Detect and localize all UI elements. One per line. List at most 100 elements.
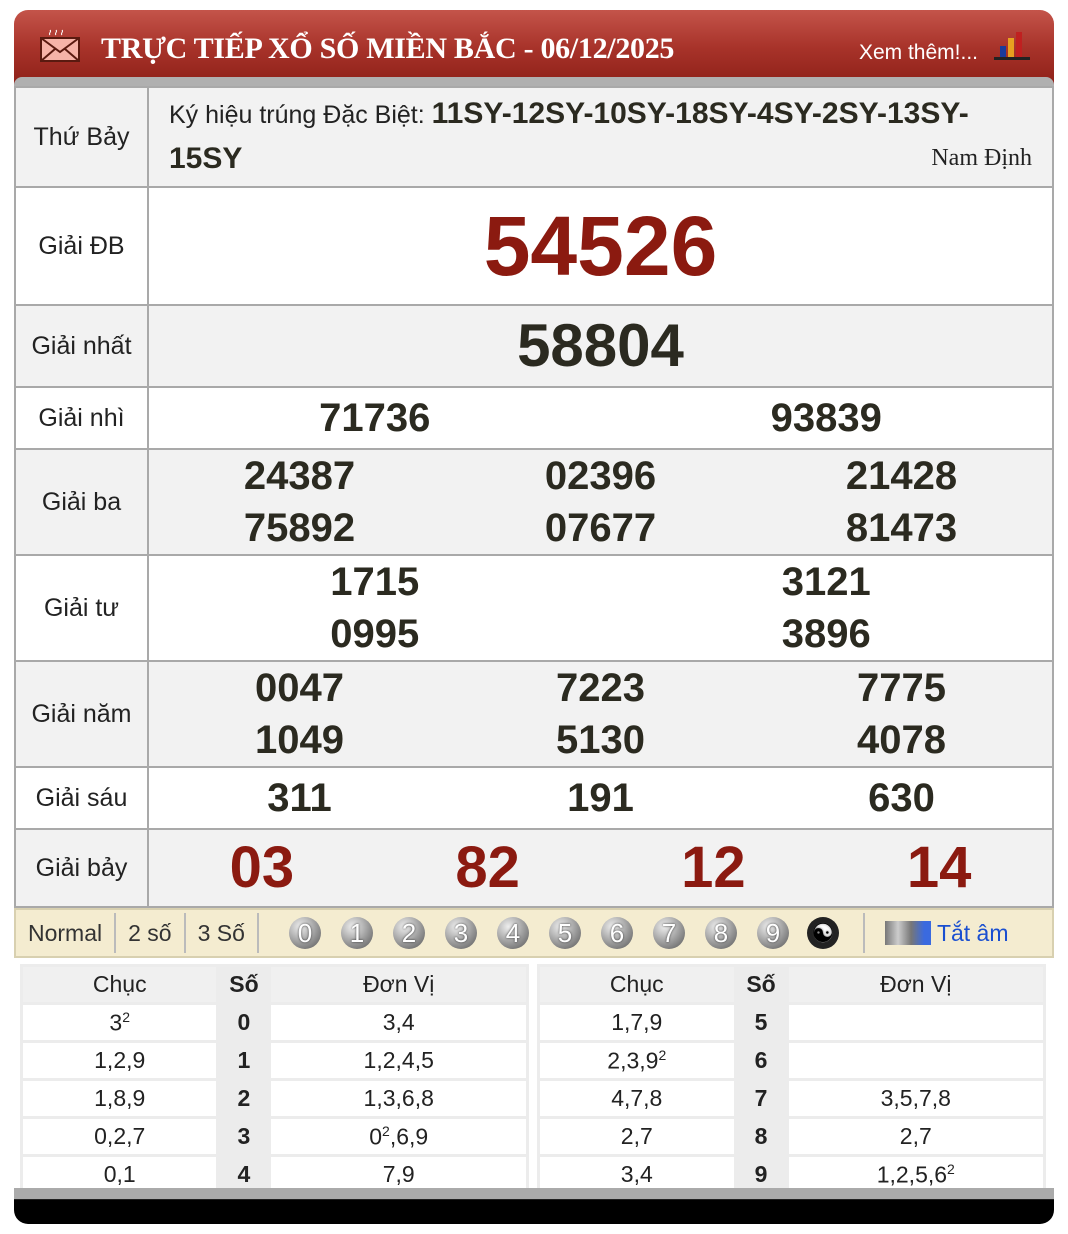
prize-number: 81473 <box>845 506 958 550</box>
special-codes: 11SY-12SY-10SY-18SY-4SY-2SY-13SY-15SY <box>169 97 969 175</box>
prize-number: 02396 <box>544 454 657 498</box>
tens-cell: 2,3,92 <box>537 1040 737 1081</box>
prize-label: Giải tư <box>14 554 149 662</box>
loto-row: 32 0 3,4 <box>19 1002 529 1043</box>
loto-header: Đơn Vị <box>268 964 529 1005</box>
digit-ball-9[interactable]: 9 <box>756 917 789 949</box>
prize-number: 5130 <box>556 718 645 762</box>
prize-number: 630 <box>868 776 935 820</box>
loto-row: 0,2,7 3 02,6,9 <box>19 1116 529 1157</box>
prize-row: Giải nhì 71736 93839 <box>14 386 1054 450</box>
tens-cell: 1,7,9 <box>537 1002 737 1043</box>
prize-label: Giải ba <box>14 448 149 556</box>
loto-table: Chục Số Đơn Vị 1,7,9 5 2,3,92 6 4,7,8 7 3,5,7,8 2,… <box>537 964 1047 1195</box>
digit-ball-7[interactable]: 7 <box>652 917 685 949</box>
speaker-icon[interactable] <box>884 921 931 945</box>
prize-number: 03 <box>229 835 295 900</box>
prize-label: Giải năm <box>14 660 149 768</box>
units-cell: 1,3,6,8 <box>268 1078 529 1119</box>
envelope-icon <box>40 29 80 62</box>
prize-number: 0995 <box>330 612 420 656</box>
digit-ball-2[interactable]: 2 <box>392 917 425 949</box>
loto-row: 1,2,9 1 1,2,4,5 <box>19 1040 529 1081</box>
loto-header: Số <box>216 964 272 1005</box>
loto-header: Chục <box>19 964 220 1005</box>
prize-number: 54526 <box>483 199 718 293</box>
prize-number: 82 <box>455 835 520 900</box>
prize-number: 191 <box>567 776 634 820</box>
bar-chart-icon[interactable] <box>992 30 1032 60</box>
digit-cell: 3 <box>216 1116 272 1157</box>
prize-number: 1049 <box>255 718 344 762</box>
digit-ball-8[interactable]: 8 <box>704 917 737 949</box>
page-title: TRỰC TIẾP XỔ SỐ MIỀN BẮC - 06/12/2025 <box>101 32 675 65</box>
loto-row: 1,7,9 5 <box>537 1002 1047 1043</box>
mute-button[interactable]: Tắt âm <box>936 919 1009 946</box>
footer-bar <box>14 1188 1054 1224</box>
loto-header: Đơn Vị <box>785 964 1047 1005</box>
digit-ball-4[interactable]: 4 <box>496 917 529 949</box>
prize-number: 3121 <box>781 560 871 604</box>
units-cell: 02,6,9 <box>268 1116 529 1157</box>
digit-cell: 2 <box>216 1078 272 1119</box>
digit-ball-3[interactable]: 3 <box>444 917 477 949</box>
loto-table: Chục Số Đơn Vị 32 0 3,4 1,2,9 1 1,2,4,5 1,8,9 2 1,3… <box>19 964 529 1195</box>
units-cell: 3,5,7,8 <box>785 1078 1047 1119</box>
prize-number: 71736 <box>319 396 431 440</box>
digit-cell: 8 <box>733 1116 789 1157</box>
prize-row: Giải nhất 58804 <box>14 304 1054 388</box>
digit-cell: 5 <box>733 1002 789 1043</box>
prize-row: Giải năm 0047 7223 7775 1049 5130 4078 <box>14 660 1054 768</box>
loto-tables: Chục Số Đơn Vị 32 0 3,4 1,2,9 1 1,2,4,5 1,8,9 2 1,3… <box>14 958 1054 1195</box>
prize-row: Giải sáu 311 191 630 <box>14 766 1054 830</box>
digit-ball-0[interactable]: 0 <box>288 917 321 949</box>
loto-row: 2,7 8 2,7 <box>537 1116 1047 1157</box>
prize-number: 93839 <box>770 396 882 440</box>
prize-number: 0047 <box>255 666 344 710</box>
province: Nam Định <box>931 145 1032 171</box>
digit-ball-1[interactable]: 1 <box>340 917 373 949</box>
digit-ball-6[interactable]: 6 <box>600 917 633 949</box>
prize-number: 12 <box>681 835 746 900</box>
day-label: Thứ Bảy <box>14 86 149 188</box>
prize-number: 3896 <box>781 612 871 656</box>
loto-header: Số <box>733 964 789 1005</box>
prize-number: 58804 <box>517 312 684 379</box>
loto-row: 1,8,9 2 1,3,6,8 <box>19 1078 529 1119</box>
units-cell <box>785 1002 1047 1043</box>
digit-cell: 1 <box>216 1040 272 1081</box>
loto-row: 2,3,92 6 <box>537 1040 1047 1081</box>
prize-row: Giải bảy 03 82 12 14 <box>14 828 1054 908</box>
tens-cell: 4,7,8 <box>537 1078 737 1119</box>
code-label: Ký hiệu trúng Đặc Biệt: <box>169 101 432 129</box>
prize-number: 7223 <box>556 666 645 710</box>
prize-number: 21428 <box>845 454 958 498</box>
prize-number: 311 <box>267 776 332 820</box>
tens-cell: 32 <box>19 1002 220 1043</box>
results-panel: TRỰC TIẾP XỔ SỐ MIỀN BẮC - 06/12/2025 Xe… <box>14 10 1054 1224</box>
mode-2-digits[interactable]: 2 số <box>116 913 186 953</box>
results-table: Thứ Bảy Ký hiệu trúng Đặc Biệt: 11SY-12S… <box>14 86 1054 908</box>
yin-yang-icon[interactable]: ☯ <box>806 917 839 949</box>
prize-label: Giải nhì <box>14 386 149 450</box>
tens-cell: 1,2,9 <box>19 1040 220 1081</box>
tens-cell: 0,2,7 <box>19 1116 220 1157</box>
units-cell: 3,4 <box>268 1002 529 1043</box>
prize-number: 1715 <box>330 560 420 604</box>
prize-row: Giải ba 24387 02396 21428 75892 07677 81473 <box>14 448 1054 556</box>
prize-number: 7775 <box>857 666 946 710</box>
tens-cell: 1,8,9 <box>19 1078 220 1119</box>
loto-row: 4,7,8 7 3,5,7,8 <box>537 1078 1047 1119</box>
see-more-link[interactable]: Xem thêm!... <box>858 41 978 64</box>
digit-ball-5[interactable]: 5 <box>548 917 581 949</box>
prize-number: 4078 <box>857 718 946 762</box>
prize-row: Giải ĐB 54526 <box>14 186 1054 306</box>
prize-number: 14 <box>906 835 972 900</box>
loto-header: Chục <box>537 964 737 1005</box>
prize-label: Giải ĐB <box>14 186 149 306</box>
prize-number: 75892 <box>243 506 356 550</box>
mode-3-digits[interactable]: 3 Số <box>186 913 259 953</box>
tens-cell: 2,7 <box>537 1116 737 1157</box>
mode-normal[interactable]: Normal <box>16 913 117 953</box>
